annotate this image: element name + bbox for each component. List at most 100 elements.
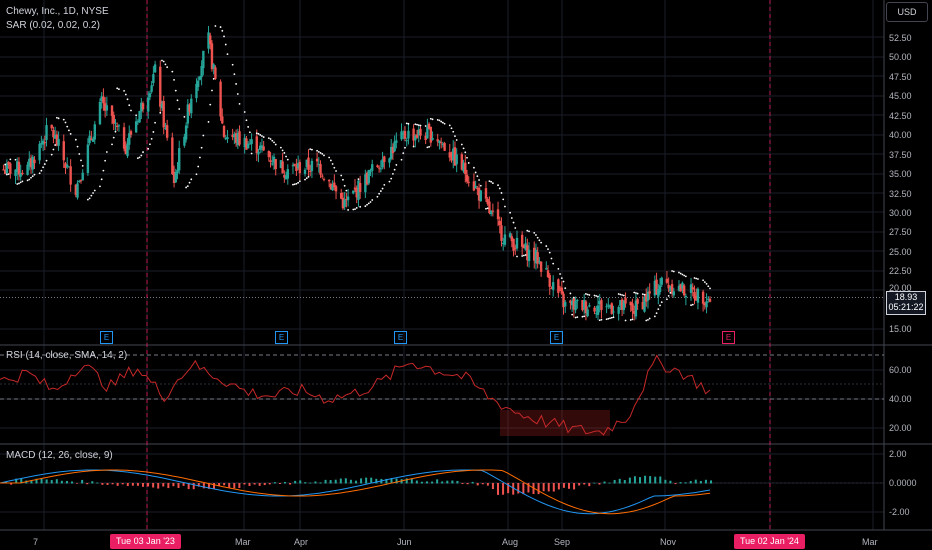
macd-hist-bar [441, 481, 444, 484]
candle-body [388, 158, 391, 163]
macd-hist-bar [40, 478, 43, 484]
upcoming-earnings-marker[interactable]: E [722, 331, 735, 344]
sar-dot [283, 152, 286, 154]
sar-dot [88, 197, 91, 200]
earnings-marker[interactable]: E [550, 331, 563, 344]
rsi-legend[interactable]: RSI (14, close, SMA, 14, 2) [6, 350, 128, 361]
sar-dot [559, 273, 561, 275]
sar-dot [597, 295, 599, 298]
sar-dot [683, 274, 686, 277]
candle-body [209, 35, 212, 45]
candle-body [196, 80, 200, 88]
macd-hist-bar [405, 478, 408, 484]
rsi-line [0, 354, 711, 436]
candle-body [438, 140, 441, 143]
sar-dot [202, 134, 205, 137]
candle-body [64, 163, 67, 168]
sar-dot [509, 211, 511, 214]
candle-body [153, 64, 157, 73]
candle-body [274, 159, 277, 170]
time-tick: Apr [294, 537, 309, 547]
candle-body [533, 247, 536, 261]
macd-hist-bar [415, 480, 418, 484]
macd-hist-bar [304, 482, 307, 484]
candle-body [9, 163, 12, 174]
candle-body [126, 143, 129, 157]
candle-body [682, 285, 686, 296]
sar-dot [195, 173, 198, 176]
candle-body [14, 169, 17, 176]
sar-dot [273, 141, 275, 144]
earnings-marker[interactable]: E [100, 331, 113, 344]
sar-dot [462, 147, 465, 150]
macd-hist-bar [598, 483, 601, 485]
candle-body [708, 298, 712, 302]
sar-dot [149, 143, 151, 146]
sar-dot [504, 205, 506, 208]
sar-dot [479, 184, 482, 187]
sar-dot [321, 153, 324, 155]
macd-hist-bar [613, 479, 616, 484]
macd-hist-bar [294, 480, 297, 484]
candle-body [295, 165, 298, 172]
price-tick: 50.00 [889, 52, 912, 62]
candle-body [283, 175, 286, 178]
sar-dot [431, 118, 434, 121]
candle-body [207, 32, 210, 49]
candle-body [538, 261, 541, 263]
sar-dot [612, 316, 615, 319]
macd-hist-bar [101, 483, 104, 485]
sar-dot [42, 166, 44, 169]
candle-body [657, 289, 660, 297]
macd-tick: 2.00 [889, 449, 907, 459]
candle-body [622, 300, 626, 311]
symbol-title[interactable]: Chewy, Inc., 1D, NYSE [6, 6, 109, 17]
sar-dot [54, 144, 57, 146]
candle-body [596, 305, 600, 316]
sar-dot [57, 117, 60, 120]
candle-body [617, 306, 620, 314]
candle-body [620, 299, 624, 310]
sar-dot [574, 316, 577, 319]
macd-hist-bar [30, 480, 33, 484]
sar-dot [371, 199, 374, 201]
sar-dot [292, 183, 294, 186]
macd-legend[interactable]: MACD (12, 26, close, 9) [6, 450, 113, 461]
sar-dot [557, 267, 560, 270]
candle-body [57, 138, 60, 146]
current-price-tag: 18.93 05:21:22 [886, 291, 926, 315]
macd-hist-bar [278, 483, 281, 484]
earnings-marker[interactable]: E [275, 331, 288, 344]
macd-hist-bar [502, 483, 505, 495]
candle-body [610, 303, 613, 314]
candle-body [670, 284, 674, 294]
earnings-marker[interactable]: E [394, 331, 407, 344]
currency-button[interactable]: USD [886, 2, 928, 22]
macd-hist-bar [258, 483, 261, 486]
sar-dot [183, 115, 186, 118]
sar-dot [535, 234, 537, 236]
candle-body [90, 138, 93, 140]
sar-legend[interactable]: SAR (0.02, 0.02, 0.2) [6, 20, 100, 31]
candle-body [403, 131, 407, 139]
candle-body [502, 242, 505, 244]
sar-dot [464, 151, 467, 154]
candle-body [383, 156, 386, 163]
candle-body [226, 137, 229, 140]
sar-dot [424, 125, 427, 127]
sar-dot [583, 315, 586, 318]
macd-hist-bar [689, 481, 692, 484]
sar-dot [440, 120, 443, 123]
sar-dot [66, 125, 69, 128]
sar-dot [112, 136, 115, 139]
candle-body [371, 164, 374, 171]
sar-dot [703, 281, 706, 284]
candle-body [400, 131, 403, 140]
candle-body [572, 298, 576, 310]
sar-dot [619, 293, 622, 296]
crosshair-date-left: Tue 03 Jan '23 [110, 534, 181, 549]
candle-body [508, 233, 512, 238]
sar-dot [454, 135, 456, 138]
macd-hist-bar [10, 483, 13, 485]
